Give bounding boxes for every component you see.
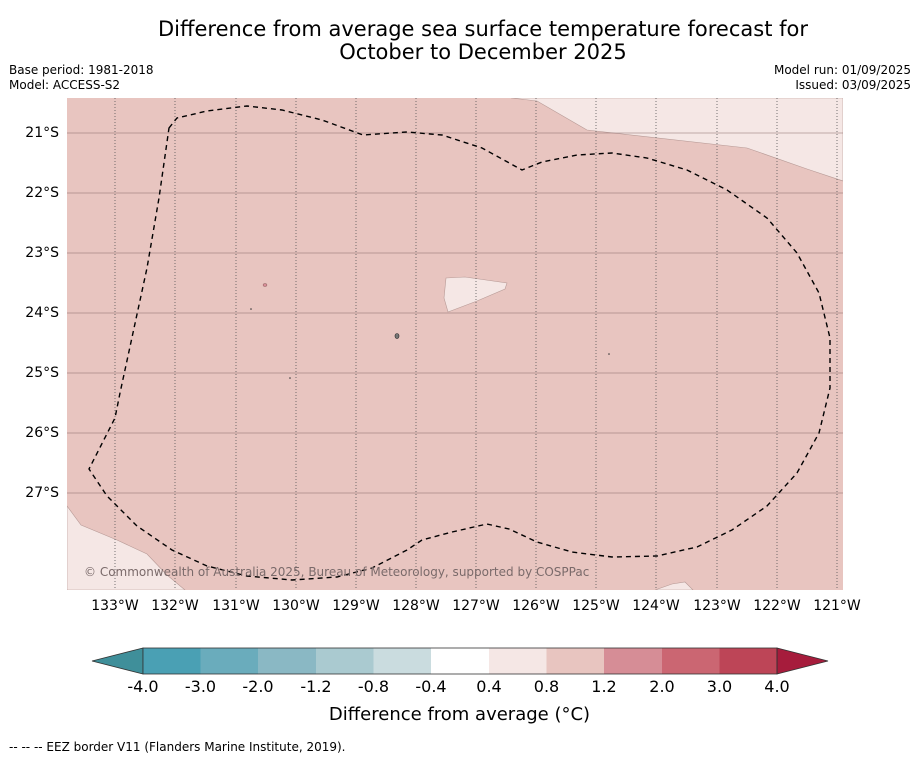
lon-label-129w: 129°W: [332, 598, 380, 614]
colorbar-bin-3: [258, 648, 316, 674]
meta-left: Base period: 1981-2018 Model: ACCESS-S2: [9, 63, 154, 93]
lon-label-130w: 130°W: [272, 598, 320, 614]
colorbar-bin-2: [200, 648, 258, 674]
colorbar-extend-low: [91, 647, 144, 675]
eez-footnote: -- -- -- EEZ border V11 (Flanders Marine…: [9, 740, 346, 754]
colorbar-tick-6: -0.4: [415, 677, 447, 696]
map-grid: [67, 132, 843, 494]
lon-label-124w: 124°W: [632, 598, 680, 614]
colorbar-tick-12: 4.0: [764, 677, 790, 696]
colorbar-tick-11: 3.0: [706, 677, 733, 696]
title-line-1: Difference from average sea surface temp…: [158, 17, 808, 41]
island-5: [289, 377, 291, 379]
lon-label-133w: 133°W: [91, 598, 139, 614]
lon-label-121w: 121°W: [813, 598, 861, 614]
island-4: [608, 353, 610, 355]
lon-label-125w: 125°W: [572, 598, 620, 614]
colorbar-tick-4: -1.2: [300, 677, 332, 696]
lon-label-132w: 132°W: [151, 598, 199, 614]
lat-label-21s: 21°S: [25, 125, 59, 141]
lon-label-131w: 131°W: [212, 598, 260, 614]
colorbar-bin-8: [546, 648, 604, 674]
colorbar-bin-10: [662, 648, 720, 674]
island-2: [250, 308, 252, 310]
map-grid-meridians: [114, 98, 838, 590]
lat-label-25s: 25°S: [25, 365, 59, 381]
region-anomaly-0.4-0.8-southwest: [67, 505, 186, 590]
issued-date: Issued: 03/09/2025: [795, 78, 911, 92]
lat-label-27s: 27°S: [25, 485, 59, 501]
lon-label-123w: 123°W: [693, 598, 741, 614]
lon-label-126w: 126°W: [512, 598, 560, 614]
colorbar-bin-4: [316, 648, 374, 674]
lat-label-24s: 24°S: [25, 305, 59, 321]
copyright-notice: © Commonwealth of Australia 2025, Bureau…: [84, 565, 590, 579]
title-line-2: October to December 2025: [339, 40, 627, 64]
colorbar-bin-6: [431, 648, 489, 674]
colorbar-tick-1: -4.0: [127, 677, 159, 696]
map-background-anomaly-0.8-1.2: [67, 98, 843, 590]
colorbar-extend-high: [776, 647, 829, 675]
lon-label-122w: 122°W: [753, 598, 801, 614]
island-3: [394, 333, 400, 339]
colorbar-tick-8: 0.8: [533, 677, 560, 696]
colorbar-bin-1: [143, 648, 201, 674]
lat-label-23s: 23°S: [25, 245, 59, 261]
sst-anomaly-map: [67, 98, 843, 590]
colorbar-title: Difference from average (°C): [328, 704, 591, 725]
region-anomaly-0.4-0.8-south: [654, 581, 694, 590]
colorbar-tick-2: -3.0: [184, 677, 217, 696]
region-anomaly-0.4-0.8-centre: [443, 276, 508, 313]
model-name: Model: ACCESS-S2: [9, 78, 121, 92]
model-run: Model run: 01/09/2025: [773, 63, 911, 77]
colorbar-bin-7: [489, 648, 547, 674]
chart-title: Difference from average sea surface temp…: [0, 18, 919, 64]
colorbar-bin-11: [719, 648, 777, 674]
colorbar-tick-3: -2.0: [242, 677, 274, 696]
colorbar-bin-5: [373, 648, 431, 674]
colorbar: [91, 647, 829, 675]
lon-label-128w: 128°W: [392, 598, 440, 614]
colorbar-tick-7: 0.4: [476, 677, 502, 696]
lat-label-26s: 26°S: [25, 425, 59, 441]
eez-border: [88, 105, 831, 581]
colorbar-tick-9: 1.2: [591, 677, 617, 696]
colorbar-frame: [142, 647, 778, 675]
meta-right: Model run: 01/09/2025 Issued: 03/09/2025: [774, 63, 911, 93]
colorbar-tick-10: 2.0: [649, 677, 675, 696]
colorbar-bin-9: [604, 648, 662, 674]
lon-label-127w: 127°W: [452, 598, 500, 614]
colorbar-tick-5: -0.8: [357, 677, 390, 696]
island-1: [262, 283, 268, 287]
lat-label-22s: 22°S: [25, 185, 59, 201]
base-period: Base period: 1981-2018: [9, 63, 154, 77]
